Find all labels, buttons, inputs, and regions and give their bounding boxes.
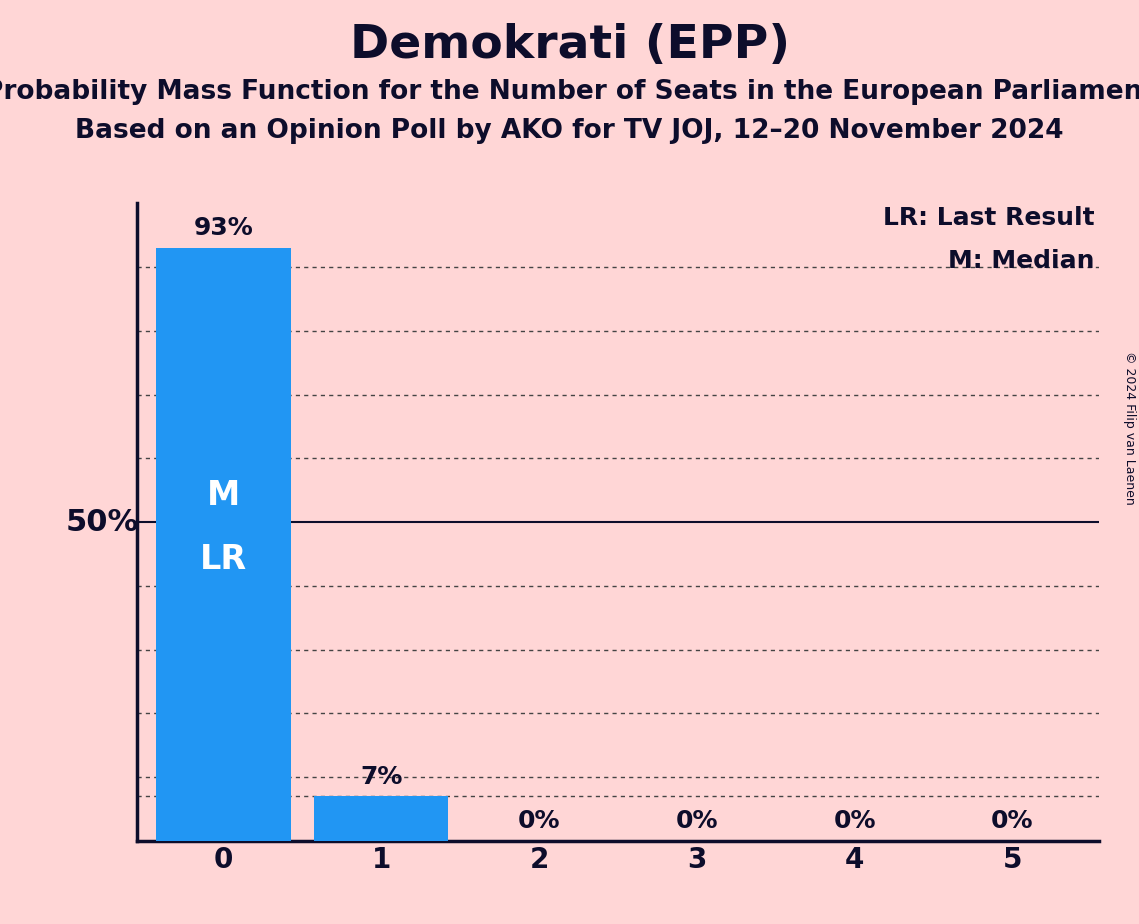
Bar [314,796,449,841]
Text: 0%: 0% [991,809,1033,833]
Text: 93%: 93% [194,216,253,240]
Text: Demokrati (EPP): Demokrati (EPP) [350,23,789,68]
Text: 7%: 7% [360,764,402,788]
Text: 50%: 50% [65,507,138,537]
Text: Probability Mass Function for the Number of Seats in the European Parliament: Probability Mass Function for the Number… [0,79,1139,104]
Text: M: Median: M: Median [948,249,1095,274]
Bar [156,248,290,841]
Text: 0%: 0% [834,809,876,833]
Text: LR: Last Result: LR: Last Result [883,206,1095,230]
Text: 0%: 0% [675,809,718,833]
Text: 0%: 0% [518,809,560,833]
Text: LR: LR [200,543,247,577]
Text: M: M [207,480,240,513]
Text: © 2024 Filip van Laenen: © 2024 Filip van Laenen [1123,351,1137,505]
Text: Based on an Opinion Poll by AKO for TV JOJ, 12–20 November 2024: Based on an Opinion Poll by AKO for TV J… [75,118,1064,144]
